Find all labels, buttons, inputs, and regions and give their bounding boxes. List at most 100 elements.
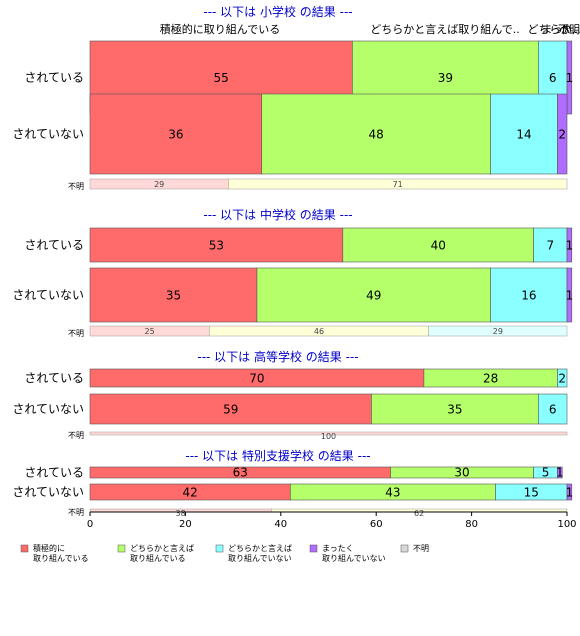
bar-segment [557,368,568,388]
top-category-label: どちらか.. [528,23,579,36]
data-label: 35 [166,289,181,303]
data-label: 70 [249,372,264,386]
data-label: 1 [566,289,574,303]
row-label: されていない [12,485,84,499]
legend-swatch [400,544,409,553]
data-label: 7 [546,239,554,253]
data-label: 36 [168,128,183,142]
unknown-data-label: 46 [314,327,324,336]
legend-label: 取り組んでいる [33,553,89,563]
bar-segment [490,267,568,323]
unknown-row-label: 不明 [68,508,84,517]
bar-segment [566,483,573,501]
data-label: 48 [369,128,384,142]
data-label: 15 [524,486,539,500]
top-category-label: どちらかと言えば取り組んで.. [370,23,519,36]
top-category-label: 積極的に取り組んでいる [160,22,280,36]
x-tick-label: 60 [370,519,383,530]
bar-segment [89,93,263,175]
data-label: 28 [483,372,498,386]
x-tick-label: 100 [557,519,576,530]
bar-segment [89,227,344,263]
top-category-label: まった.. [541,23,580,36]
unknown-data-label: 29 [154,180,164,189]
data-label: 30 [454,466,469,480]
row-label: されている [24,466,84,480]
data-label: 2 [558,128,566,142]
x-tick-label: 0 [87,519,93,530]
legend-swatch [20,544,29,553]
data-label: 2 [558,372,566,386]
row-label: されていない [12,288,84,302]
unknown-segment [428,325,568,337]
row-label: されている [24,371,84,385]
unknown-data-label: 71 [393,180,403,189]
bar-segment [557,466,563,479]
data-label: 63 [233,466,248,480]
unknown-row-label: 不明 [68,329,84,338]
legend-label: どちらかと言えば [130,543,194,553]
bar-segment [342,227,534,263]
legend-label: 取り組んでいない [322,553,386,563]
unknown-data-label: 100 [321,432,336,441]
bar-segment [533,227,568,263]
bar-segment [371,393,539,425]
unknown-segment [89,431,568,436]
bar-segment [89,393,372,425]
section-title: --- 以下は 中学校 の結果 --- [203,207,352,222]
legend-label: 不明 [413,544,429,553]
legend-label: 取り組んでいない [228,553,292,563]
data-label: 1 [566,486,574,500]
bar-segment [557,93,568,175]
legend-swatch [117,544,126,553]
legend-label: まったく [322,544,354,553]
data-label: 59 [223,403,238,417]
legend-swatch [309,544,318,553]
unknown-row-label: 不明 [68,431,84,440]
data-label: 49 [366,289,381,303]
data-label: 1 [566,71,574,85]
data-label: 6 [549,403,557,417]
bar-segment [566,40,573,115]
section-title: --- 以下は 特別支援学校 の結果 --- [185,448,370,463]
legend-label: 積極的に [33,543,65,553]
data-label: 53 [209,239,224,253]
row-label: されている [24,238,84,252]
data-label: 16 [521,289,536,303]
bar-segment [566,227,573,263]
unknown-row-label: 不明 [68,182,84,191]
data-label: 1 [556,466,564,480]
bar-segment [89,267,258,323]
bar-segment [261,93,491,175]
legend-label: どちらかと言えば [228,543,292,553]
row-label: されていない [12,402,84,416]
bar-segment [566,267,573,323]
unknown-data-label: 62 [414,509,424,518]
unknown-data-label: 38 [176,509,186,518]
unknown-data-label: 25 [145,327,155,336]
data-label: 43 [385,486,400,500]
section-title: --- 以下は 小学校 の結果 --- [203,4,352,19]
top-category-label: 不明 [558,23,580,36]
legend-label: 取り組んでいる [130,553,186,563]
data-label: 55 [214,71,229,85]
data-label: 39 [438,71,453,85]
row-label: されていない [12,127,84,141]
data-label: 6 [549,71,557,85]
data-label: 5 [542,466,550,480]
data-label: 42 [183,486,198,500]
bar-segment [490,93,558,175]
bar-segment [256,267,491,323]
x-tick-label: 80 [465,519,478,530]
data-label: 14 [516,128,531,142]
x-tick-label: 20 [179,519,192,530]
legend-swatch [215,544,224,553]
row-label: されている [24,71,84,85]
data-label: 35 [447,403,462,417]
unknown-segment [228,178,568,190]
data-label: 1 [566,239,574,253]
bar-segment [538,393,568,425]
unknown-data-label: 29 [493,327,503,336]
data-label: 40 [431,239,446,253]
